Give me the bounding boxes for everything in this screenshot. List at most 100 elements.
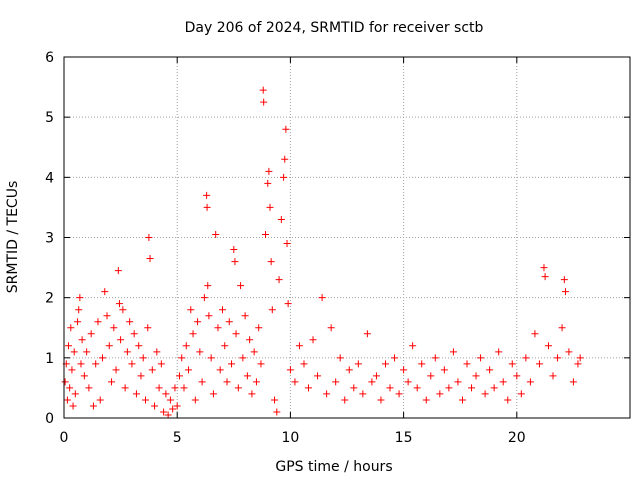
data-point bbox=[203, 203, 211, 211]
data-point bbox=[350, 384, 358, 392]
data-point bbox=[67, 324, 75, 332]
data-point bbox=[135, 342, 143, 350]
data-point bbox=[354, 360, 362, 368]
x-axis-label: GPS time / hours bbox=[275, 459, 392, 475]
data-point bbox=[157, 360, 165, 368]
data-point bbox=[449, 348, 457, 356]
x-tick-label: 10 bbox=[281, 430, 299, 446]
data-point bbox=[160, 408, 168, 416]
data-point bbox=[221, 342, 229, 350]
data-point bbox=[454, 378, 462, 386]
data-point bbox=[327, 324, 335, 332]
data-point bbox=[569, 378, 577, 386]
data-point bbox=[74, 318, 82, 326]
data-point bbox=[94, 318, 102, 326]
chart-title: Day 206 of 2024, SRMTID for receiver sct… bbox=[185, 20, 484, 36]
data-point bbox=[554, 354, 562, 362]
data-point bbox=[96, 396, 104, 404]
data-point bbox=[162, 390, 170, 398]
data-point bbox=[204, 282, 212, 290]
data-point bbox=[386, 384, 394, 392]
data-point bbox=[282, 125, 290, 133]
data-point bbox=[128, 360, 136, 368]
data-point bbox=[216, 366, 224, 374]
data-point bbox=[114, 267, 122, 275]
data-point bbox=[574, 360, 582, 368]
data-point bbox=[391, 354, 399, 362]
data-point bbox=[112, 366, 120, 374]
data-point bbox=[194, 318, 202, 326]
data-point bbox=[63, 396, 71, 404]
data-point bbox=[164, 411, 172, 419]
y-tick-label: 1 bbox=[45, 351, 54, 367]
data-point bbox=[395, 390, 403, 398]
data-point bbox=[323, 390, 331, 398]
data-point bbox=[153, 348, 161, 356]
y-tick-label: 4 bbox=[45, 170, 54, 186]
data-point bbox=[69, 402, 77, 410]
data-point bbox=[549, 372, 557, 380]
data-point bbox=[65, 342, 73, 350]
data-point bbox=[103, 312, 111, 320]
data-point bbox=[209, 390, 217, 398]
data-point bbox=[151, 402, 159, 410]
y-axis-label: SRMTID / TECUs bbox=[5, 181, 21, 294]
data-point bbox=[117, 336, 125, 344]
data-point bbox=[87, 330, 95, 338]
data-point bbox=[105, 342, 113, 350]
data-point bbox=[139, 354, 147, 362]
data-point bbox=[268, 306, 276, 314]
data-point bbox=[85, 384, 93, 392]
data-point bbox=[252, 378, 260, 386]
data-point bbox=[565, 348, 573, 356]
data-point bbox=[203, 191, 211, 199]
data-point bbox=[78, 336, 86, 344]
data-point bbox=[175, 372, 183, 380]
data-point bbox=[381, 360, 389, 368]
data-point bbox=[223, 378, 231, 386]
data-point bbox=[486, 366, 494, 374]
data-point bbox=[468, 384, 476, 392]
data-point bbox=[126, 318, 134, 326]
data-point bbox=[121, 384, 129, 392]
data-point bbox=[541, 273, 549, 281]
data-point bbox=[173, 402, 181, 410]
data-point bbox=[400, 366, 408, 374]
data-point bbox=[526, 378, 534, 386]
data-point bbox=[409, 342, 417, 350]
data-point bbox=[178, 354, 186, 362]
data-point bbox=[230, 246, 238, 254]
data-point bbox=[205, 312, 213, 320]
data-point bbox=[182, 342, 190, 350]
data-point bbox=[499, 378, 507, 386]
data-point bbox=[187, 306, 195, 314]
data-point bbox=[576, 354, 584, 362]
data-point bbox=[101, 288, 109, 296]
data-point bbox=[80, 372, 88, 380]
data-point bbox=[540, 264, 548, 272]
data-point bbox=[144, 324, 152, 332]
data-point bbox=[155, 384, 163, 392]
data-point bbox=[207, 354, 215, 362]
data-point bbox=[196, 348, 204, 356]
data-point bbox=[234, 384, 242, 392]
data-point bbox=[422, 396, 430, 404]
data-point bbox=[267, 258, 275, 266]
x-tick-label: 20 bbox=[508, 430, 526, 446]
grid-lines bbox=[64, 57, 630, 418]
data-point bbox=[218, 306, 226, 314]
data-point bbox=[300, 360, 308, 368]
data-point bbox=[291, 378, 299, 386]
axis-ticks: 0 5 10 15 20 0 1 2 3 4 5 6 bbox=[45, 50, 630, 446]
data-point bbox=[275, 276, 283, 284]
data-point bbox=[261, 230, 269, 238]
data-point bbox=[225, 318, 233, 326]
data-point bbox=[368, 378, 376, 386]
data-point bbox=[89, 402, 97, 410]
data-point bbox=[98, 354, 106, 362]
y-tick-label: 3 bbox=[45, 231, 54, 247]
data-point bbox=[513, 372, 521, 380]
data-point bbox=[363, 330, 371, 338]
data-point bbox=[504, 396, 512, 404]
data-point bbox=[255, 324, 263, 332]
